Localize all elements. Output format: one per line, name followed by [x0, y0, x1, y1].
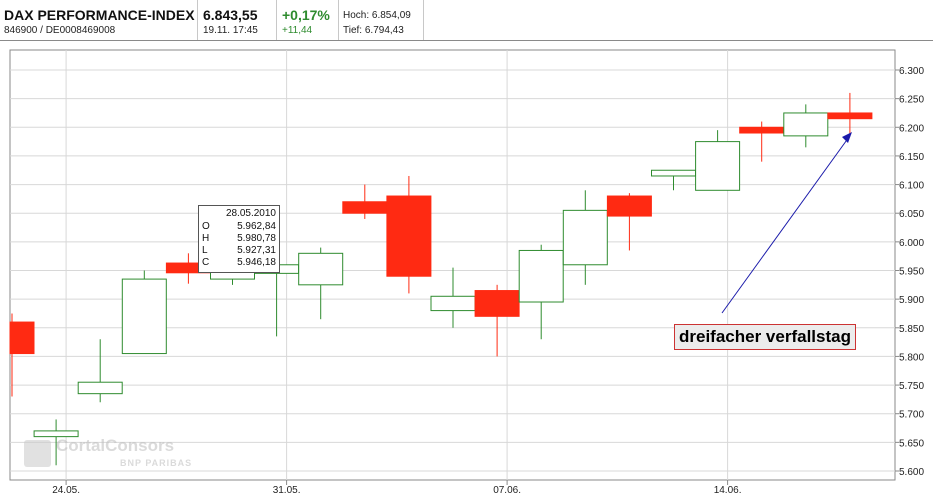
range-cell: Hoch: 6.854,09 Tief: 6.794,43	[339, 0, 424, 40]
ohlc-tooltip: 28.05.2010 O 5.962,84 H 5.980,78 L 5.927…	[198, 205, 280, 273]
tooltip-row-open: O 5.962,84	[202, 221, 276, 233]
annotation-label: dreifacher verfallstag	[674, 324, 856, 350]
y-tick-label: 5.700	[899, 410, 924, 421]
instrument-cell: DAX PERFORMANCE-INDEX 846900 / DE0008469…	[0, 0, 198, 40]
x-tick-label: 24.05.	[52, 485, 80, 496]
candle	[562, 190, 608, 285]
watermark-brand: CortalConsors	[56, 436, 175, 455]
y-tick-label: 5.800	[899, 352, 924, 363]
x-tick-label: 14.06.	[714, 485, 742, 496]
candle	[9, 313, 35, 397]
instrument-id: 846900 / DE0008469008	[4, 25, 116, 36]
candle-body	[9, 321, 35, 355]
candle-body	[783, 112, 829, 137]
candle	[121, 270, 167, 355]
y-tick-label: 6.000	[899, 238, 924, 249]
y-tick-label: 5.750	[899, 381, 924, 392]
plot-frame	[9, 49, 896, 481]
header-divider	[0, 40, 933, 41]
y-tick-label: 6.200	[899, 123, 924, 134]
candle	[518, 244, 564, 340]
tooltip-row-close: C 5.946,18	[202, 257, 276, 269]
annotation-arrow	[721, 132, 852, 314]
candle	[695, 130, 741, 191]
change-percent: +0,17%	[282, 7, 330, 23]
x-tick-label: 07.06.	[493, 485, 521, 496]
candle	[783, 104, 829, 148]
day-high: Hoch: 6.854,09	[343, 10, 411, 21]
day-low: Tief: 6.794,43	[343, 25, 404, 36]
y-tick-label: 5.650	[899, 438, 924, 449]
tooltip-row-low: L 5.927,31	[202, 245, 276, 257]
change-absolute: +11,44	[282, 25, 313, 36]
y-tick-label: 6.300	[899, 66, 924, 77]
brand-logo-icon	[24, 440, 51, 467]
candle-body	[121, 278, 167, 355]
candle-body	[342, 201, 388, 214]
candle-body	[77, 381, 123, 395]
quote-header: DAX PERFORMANCE-INDEX 846900 / DE0008469…	[0, 0, 933, 40]
watermark-sub: BNP PARIBAS	[120, 458, 193, 468]
tooltip-key: H	[202, 233, 210, 244]
candle-body	[518, 249, 564, 303]
change-cell: +0,17% +11,44	[277, 0, 339, 40]
candle	[386, 175, 432, 294]
candle-body	[386, 195, 432, 277]
x-tick-label: 31.05.	[273, 485, 301, 496]
tooltip-row-high: H 5.980,78	[202, 233, 276, 245]
candle-body	[606, 195, 652, 217]
tooltip-key: C	[202, 257, 210, 268]
y-tick-label: 6.100	[899, 181, 924, 192]
y-tick-label: 6.150	[899, 152, 924, 163]
candle-body	[562, 209, 608, 266]
tooltip-value: 5.927,31	[237, 245, 276, 256]
candle	[430, 267, 476, 328]
tooltip-key: L	[202, 245, 208, 256]
tooltip-key: O	[202, 221, 210, 232]
tooltip-value: 5.946,18	[237, 257, 276, 268]
tooltip-value: 5.962,84	[237, 221, 276, 232]
y-tick-label: 5.900	[899, 295, 924, 306]
candle-body	[33, 430, 79, 438]
y-tick-label: 5.600	[899, 467, 924, 478]
instrument-title: DAX PERFORMANCE-INDEX	[4, 7, 195, 23]
candle-body	[298, 252, 344, 286]
y-tick-label: 6.050	[899, 209, 924, 220]
price-cell: 6.843,55 19.11. 17:45	[198, 0, 277, 40]
candle-body	[474, 290, 520, 317]
candle-body	[695, 141, 741, 191]
y-axis: 5.600 5.650 5.700 5.750 5.800 5.850 5.900 5.950…	[895, 66, 924, 478]
brand-watermark: CortalConsors BNP PARIBAS	[24, 436, 194, 472]
price-datetime: 19.11. 17:45	[203, 25, 258, 36]
candle	[77, 339, 123, 403]
x-axis: 24.05. 31.05. 07.06. 14.06.	[52, 480, 742, 496]
tooltip-date: 28.05.2010	[225, 208, 276, 219]
candle-body	[651, 169, 696, 177]
candle	[474, 284, 520, 357]
candle	[827, 92, 873, 136]
candle-body	[430, 295, 476, 312]
y-tick-label: 5.850	[899, 324, 924, 335]
candle	[33, 419, 79, 466]
tooltip-value: 5.980,78	[237, 233, 276, 244]
tooltip-date-row: 28.05.2010	[202, 208, 276, 220]
y-tick-label: 6.250	[899, 95, 924, 106]
candle	[606, 193, 652, 251]
candle	[298, 247, 344, 320]
candle-body	[827, 112, 873, 120]
candle-body	[739, 126, 785, 134]
candlestick-chart: 5.600 5.650 5.700 5.750 5.800 5.850 5.900 5.950…	[9, 49, 924, 496]
last-price: 6.843,55	[203, 7, 258, 23]
y-tick-label: 5.950	[899, 267, 924, 278]
